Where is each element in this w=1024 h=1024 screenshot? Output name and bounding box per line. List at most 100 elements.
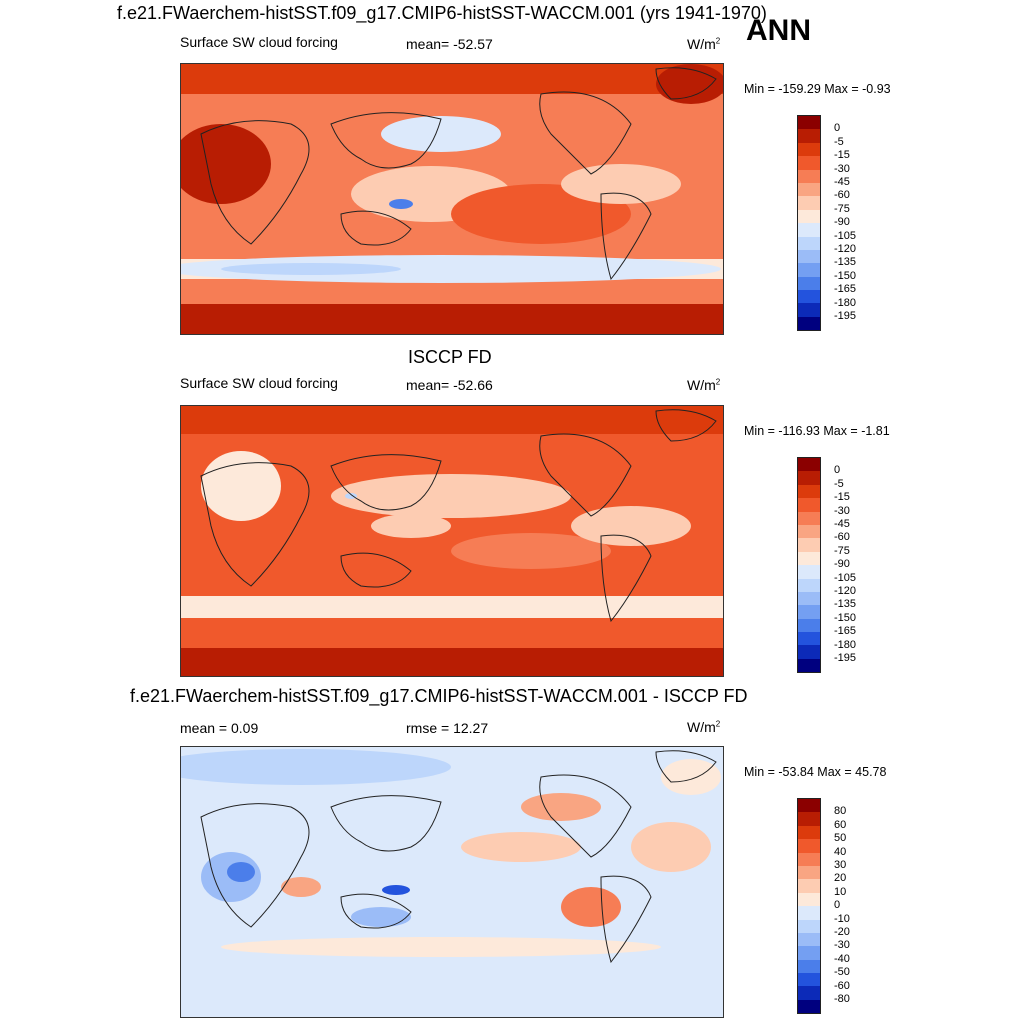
colorbar-tick-label: -90	[834, 216, 850, 229]
panel-2-swatch	[798, 538, 820, 552]
colorbar-tick-label: -90	[834, 558, 850, 571]
panel-3-colorbar	[797, 798, 821, 1015]
panel-3-swatch	[798, 973, 820, 987]
panel-1-variable-label: Surface SW cloud forcing	[180, 34, 338, 50]
colorbar-tick-label: -60	[834, 189, 850, 202]
panel-2-mean-label: mean= -52.66	[406, 377, 493, 393]
panel-2-swatch	[798, 484, 820, 499]
panel-2-title: ISCCP FD	[408, 347, 492, 367]
panel-1-swatch	[798, 276, 820, 291]
panel-3-swatch	[798, 946, 820, 960]
panel-2-swatch	[798, 565, 820, 579]
panel-2-swatch	[798, 658, 820, 673]
colorbar-tick-label: 0	[834, 122, 841, 135]
panel-3-swatch	[798, 986, 820, 1000]
colorbar-tick-label: -30	[834, 939, 850, 952]
colorbar-tick-label: 80	[834, 805, 847, 818]
panel-1-swatch	[798, 182, 820, 197]
panel-3-rmse-label: rmse = 12.27	[406, 720, 489, 736]
panel-3-swatch	[798, 799, 820, 813]
panel-3-swatch	[798, 852, 820, 866]
panel-2-swatch	[798, 632, 820, 646]
panel-1-swatch	[798, 316, 820, 331]
panel-3-minmax: Min = -53.84 Max = 45.78	[744, 765, 887, 779]
colorbar-tick-label: -45	[834, 518, 850, 530]
colorbar-tick-label: 0	[834, 464, 841, 477]
panel-1-swatch	[798, 116, 820, 130]
colorbar-tick-label: 60	[834, 818, 847, 831]
colorbar-tick-label: -20	[834, 926, 850, 938]
colorbar-tick-label: -75	[834, 202, 850, 215]
colorbar-tick-label: -30	[834, 162, 850, 175]
panel-3-mean-label: mean = 0.09	[180, 720, 259, 736]
panel-1-mean-label: mean= -52.57	[406, 36, 493, 52]
season-label: ANN	[746, 14, 811, 47]
panel-3-swatch	[798, 865, 820, 880]
colorbar-tick-label: -60	[834, 531, 850, 544]
panel-2-colorbar	[797, 457, 821, 674]
panel-1-title: f.e21.FWaerchem-histSST.f09_g17.CMIP6-hi…	[117, 3, 767, 23]
colorbar-tick-label: 50	[834, 832, 847, 845]
colorbar-tick-label: -105	[834, 229, 857, 242]
panel-1-swatch	[798, 209, 820, 224]
panel-1-swatch	[798, 223, 820, 237]
panel-3-swatch	[798, 932, 820, 947]
panel-3-swatch	[798, 959, 820, 974]
panel-2-map	[180, 405, 724, 677]
colorbar-tick-label: -80	[834, 993, 850, 1005]
panel-3-swatch	[798, 919, 820, 933]
colorbar-tick-label: -195	[834, 652, 857, 664]
panel-1-swatch	[798, 156, 820, 170]
colorbar-tick-label: 10	[834, 885, 847, 898]
panel-1-swatch	[798, 236, 820, 250]
colorbar-tick-label: -75	[834, 544, 850, 557]
colorbar-tick-label: 20	[834, 872, 847, 885]
colorbar-tick-label: -135	[834, 256, 857, 269]
panel-2-swatch	[798, 511, 820, 525]
panel-1-swatch	[798, 129, 820, 143]
panel-3-swatch	[798, 906, 820, 920]
colorbar-tick-label: -50	[834, 966, 850, 979]
panel-2-swatch	[798, 498, 820, 512]
colorbar-tick-label: -15	[834, 491, 850, 504]
panel-1-swatch	[798, 303, 820, 317]
panel-1-swatch	[798, 142, 820, 157]
panel-2-swatch	[798, 605, 820, 619]
panel-1-swatch	[798, 263, 820, 277]
panel-2-swatch	[798, 591, 820, 606]
colorbar-tick-label: 30	[834, 859, 847, 871]
colorbar-tick-label: -180	[834, 296, 857, 309]
panel-2-swatch	[798, 618, 820, 633]
panel-3-swatch	[798, 839, 820, 853]
colorbar-tick-label: -10	[834, 912, 850, 925]
colorbar-tick-label: -165	[834, 283, 857, 296]
panel-1-swatch	[798, 169, 820, 183]
panel-3-swatch	[798, 892, 820, 907]
panel-3-swatch	[798, 879, 820, 893]
panel-2-minmax: Min = -116.93 Max = -1.81	[744, 424, 890, 438]
colorbar-tick-label: -30	[834, 504, 850, 517]
colorbar-tick-label: -45	[834, 176, 850, 188]
panel-3-map	[180, 746, 724, 1018]
colorbar-tick-label: -135	[834, 598, 857, 611]
panel-1-swatch	[798, 290, 820, 304]
panel-1-colorbar	[797, 115, 821, 332]
colorbar-tick-label: 40	[834, 845, 847, 858]
panel-3-title: f.e21.FWaerchem-histSST.f09_g17.CMIP6-hi…	[130, 686, 748, 706]
panel-2-swatch	[798, 471, 820, 485]
colorbar-tick-label: -5	[834, 477, 844, 490]
colorbar-tick-label: -180	[834, 638, 857, 651]
panel-2-variable-label: Surface SW cloud forcing	[180, 375, 338, 391]
colorbar-tick-label: -195	[834, 310, 857, 322]
panel-2-swatch	[798, 645, 820, 659]
colorbar-tick-label: -150	[834, 611, 857, 624]
panel-2-swatch	[798, 578, 820, 592]
colorbar-tick-label: -165	[834, 625, 857, 638]
panel-3-swatch	[798, 999, 820, 1014]
panel-3-swatch	[798, 812, 820, 826]
panel-3-units: W/m2	[687, 719, 721, 735]
panel-3-swatch	[798, 825, 820, 840]
colorbar-tick-label: -120	[834, 585, 857, 597]
panel-1-map	[180, 63, 724, 335]
panel-1-swatch	[798, 249, 820, 264]
